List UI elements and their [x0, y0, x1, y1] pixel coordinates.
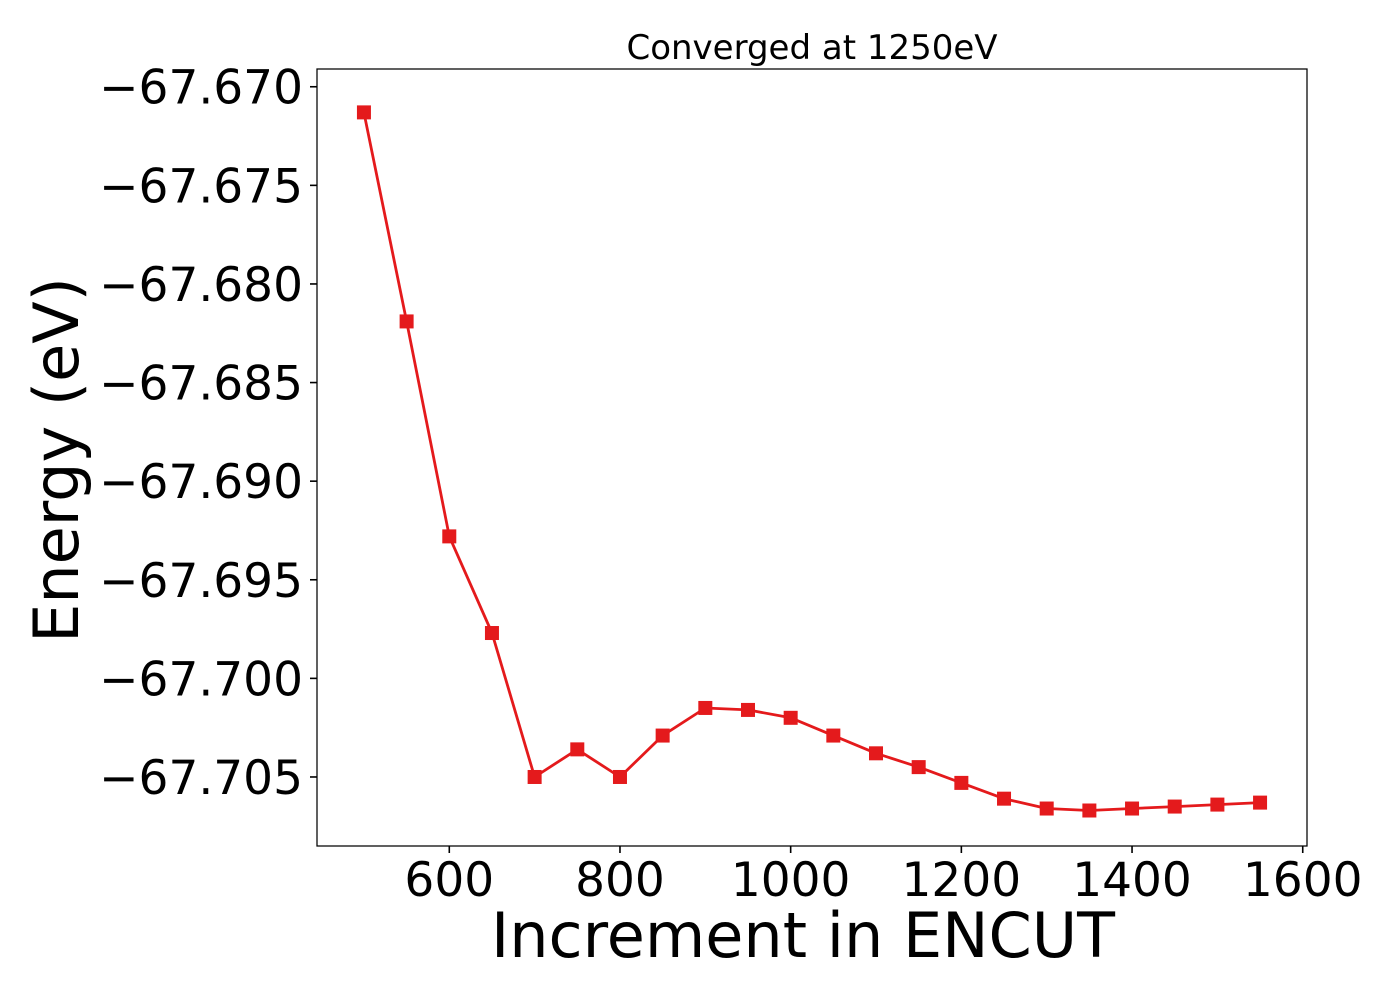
- data-point: [570, 742, 585, 757]
- data-point: [1167, 799, 1182, 814]
- data-point: [740, 702, 755, 717]
- data-point: [783, 710, 798, 725]
- data-point: [826, 728, 841, 743]
- data-point: [399, 314, 414, 329]
- y-tick-label: −67.690: [99, 455, 303, 510]
- y-tick-label: −67.675: [99, 159, 303, 214]
- data-point: [1082, 803, 1097, 818]
- data-point: [869, 746, 884, 761]
- y-tick-label: −67.680: [99, 258, 303, 313]
- x-tick-label: 600: [404, 853, 494, 908]
- y-tick-label: −67.670: [99, 61, 303, 116]
- y-tick-label: −67.705: [99, 751, 303, 806]
- x-axis: 600 800 1000 1200 1400 1600: [404, 846, 1363, 908]
- y-tick-label: −67.685: [99, 357, 303, 412]
- data-point: [484, 626, 499, 641]
- data-point: [1210, 797, 1225, 812]
- data-point: [1125, 801, 1140, 816]
- y-tick-label: −67.695: [99, 554, 303, 609]
- x-axis-label: Increment in ENCUT: [491, 899, 1116, 972]
- x-tick-label: 1200: [902, 853, 1022, 908]
- data-point: [356, 105, 371, 120]
- data-point: [911, 760, 926, 775]
- data-point: [612, 769, 627, 784]
- y-axis-label: Energy (eV): [20, 277, 93, 643]
- series-line: [362, 112, 1261, 812]
- data-point: [527, 769, 542, 784]
- series-layer: [356, 105, 1268, 818]
- data-point: [997, 791, 1012, 806]
- data-point: [954, 775, 969, 790]
- plot-frame: [316, 68, 1308, 847]
- x-tick-label: 800: [575, 853, 665, 908]
- data-point: [1253, 795, 1268, 810]
- y-axis: −67.670 −67.675 −67.680 −67.685 −67.690 −67.6…: [99, 61, 317, 806]
- chart-title: Converged at 1250eV: [626, 28, 997, 68]
- x-tick-label: 1600: [1243, 853, 1363, 908]
- data-point: [1039, 801, 1054, 816]
- x-tick-label: 1000: [731, 853, 851, 908]
- x-tick-label: 1400: [1072, 853, 1192, 908]
- data-point: [698, 700, 713, 715]
- data-point: [442, 529, 457, 544]
- y-tick-label: −67.700: [99, 652, 303, 707]
- data-point: [655, 728, 670, 743]
